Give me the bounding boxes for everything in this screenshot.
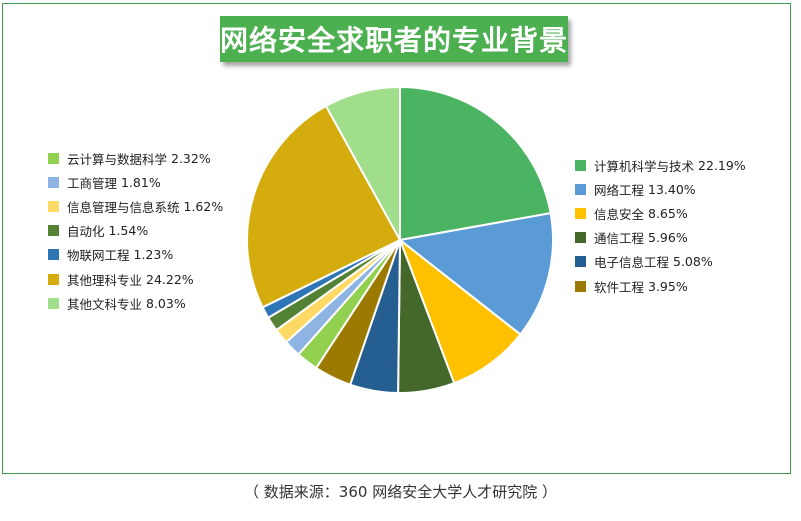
pie-slice-12 [324, 85, 401, 241]
legend-value-5: 3.95% [648, 278, 688, 294]
legend-value-4: 5.08% [673, 254, 713, 270]
legend-value-6: 2.32% [171, 150, 211, 166]
legend-label-0: 计算机科学与技术 [594, 158, 695, 174]
pie-slice-1 [397, 211, 554, 336]
legend-left: 云计算与数据科学 2.32% 工商管理 1.81% 信息管理与信息系统 1.62% 自… [48, 146, 223, 315]
legend-value-3: 5.96% [648, 230, 688, 246]
chart-frame [2, 3, 791, 474]
legend-label-6: 云计算与数据科学 [67, 151, 168, 167]
legend-label-12: 其他文科专业 [67, 296, 143, 312]
legend-swatch-5 [575, 280, 586, 292]
legend-swatch-1 [575, 183, 586, 195]
legend-label-11: 其他理科专业 [67, 272, 143, 288]
legend-swatch-6 [48, 152, 59, 164]
legend-label-10: 物联网工程 [67, 248, 130, 264]
legend-swatch-8 [48, 200, 59, 212]
legend-swatch-9 [48, 225, 59, 237]
pie-slice-0 [399, 85, 552, 242]
legend-value-10: 1.23% [133, 247, 174, 263]
legend-value-1: 13.40% [648, 181, 696, 197]
legend-item-8: 信息管理与信息系统 1.62% [48, 194, 223, 218]
legend-swatch-3 [575, 232, 586, 244]
legend-item-2: 信息安全 8.65% [575, 201, 746, 225]
chart-title: 网络安全求职者的专业背景 [220, 24, 569, 57]
legend-item-12: 其他文科专业 8.03% [48, 291, 223, 315]
legend-item-6: 云计算与数据科学 2.32% [48, 146, 223, 170]
legend-swatch-4 [575, 256, 586, 268]
legend-label-4: 电子信息工程 [594, 255, 670, 271]
legend-value-9: 1.54% [108, 223, 149, 239]
legend-item-10: 物联网工程 1.23% [48, 243, 223, 267]
legend-label-5: 软件工程 [594, 279, 645, 295]
legend-value-2: 8.65% [648, 205, 688, 221]
pie-slice-2 [397, 236, 522, 385]
legend-swatch-11 [48, 273, 59, 285]
legend-item-0: 计算机科学与技术 22.19% [575, 153, 746, 177]
legend-value-8: 1.62% [183, 198, 224, 214]
legend-swatch-12 [48, 297, 59, 309]
legend-label-2: 信息安全 [594, 206, 645, 222]
legend-label-3: 通信工程 [594, 231, 645, 247]
legend-value-0: 22.19% [698, 157, 746, 173]
legend-swatch-0 [575, 159, 586, 171]
legend-item-1: 网络工程 13.40% [575, 177, 746, 201]
legend-swatch-2 [575, 207, 586, 219]
legend-label-8: 信息管理与信息系统 [67, 199, 180, 215]
legend-item-5: 软件工程 3.95% [575, 274, 746, 298]
legend-label-9: 自动化 [67, 224, 105, 240]
legend-right: 计算机科学与技术 22.19% 网络工程 13.40% 信息安全 8.65% 通信工程… [575, 153, 746, 298]
chart-title-box: 网络安全求职者的专业背景 [220, 16, 568, 62]
legend-value-11: 24.22% [146, 271, 194, 287]
legend-label-1: 网络工程 [594, 182, 645, 198]
legend-swatch-7 [48, 176, 59, 188]
legend-item-11: 其他理科专业 24.22% [48, 267, 223, 291]
source-note: （ 数据来源：360 网络安全大学人才研究院 ） [244, 483, 557, 501]
pie-slice-11 [246, 104, 402, 309]
legend-item-9: 自动化 1.54% [48, 219, 223, 243]
legend-item-4: 电子信息工程 5.08% [575, 250, 746, 274]
legend-label-7: 工商管理 [67, 175, 118, 191]
legend-swatch-10 [48, 249, 59, 261]
legend-item-7: 工商管理 1.81% [48, 170, 223, 194]
legend-item-3: 通信工程 5.96% [575, 226, 746, 250]
legend-value-7: 1.81% [121, 174, 161, 190]
legend-value-12: 8.03% [146, 295, 186, 311]
